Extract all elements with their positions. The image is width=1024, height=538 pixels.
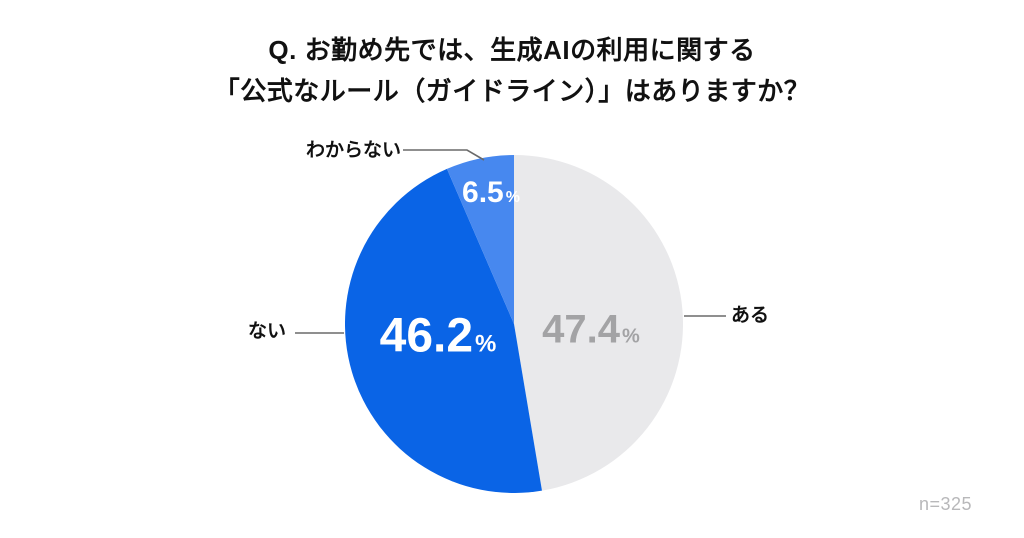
value-wakaranai: 6.5 <box>462 176 504 209</box>
chart-title-line2: 「公式なルール（ガイドライン）」はありますか？ <box>213 76 811 106</box>
value-nai: 46.2 <box>379 309 474 363</box>
label-aru: ある <box>731 305 770 326</box>
label-nai: ない <box>247 321 286 342</box>
value-aru: 47.4 <box>542 307 621 352</box>
value-label-wakaranai: 6.5 % <box>462 176 520 210</box>
pie-slice-aru <box>514 155 683 491</box>
label-wakaranai: わからない <box>305 140 401 161</box>
pie-chart <box>345 155 683 493</box>
value-aru-unit: % <box>622 325 640 348</box>
value-label-aru: 47.4 % <box>542 308 640 353</box>
chart-title-line1: Q. お勤め先では、生成AIの利用に関する <box>268 35 756 65</box>
value-wakaranai-unit: % <box>505 189 520 206</box>
pie-slice-wakaranai <box>446 155 514 324</box>
pie-slice-nai <box>345 168 542 493</box>
sample-size: n=325 <box>918 494 972 514</box>
chart-title: Q. お勤め先では、生成AIの利用に関する 「公式なルール（ガイドライン）」はあ… <box>0 30 1024 112</box>
value-nai-unit: % <box>475 330 497 358</box>
value-label-nai: 46.2 % <box>380 309 497 364</box>
